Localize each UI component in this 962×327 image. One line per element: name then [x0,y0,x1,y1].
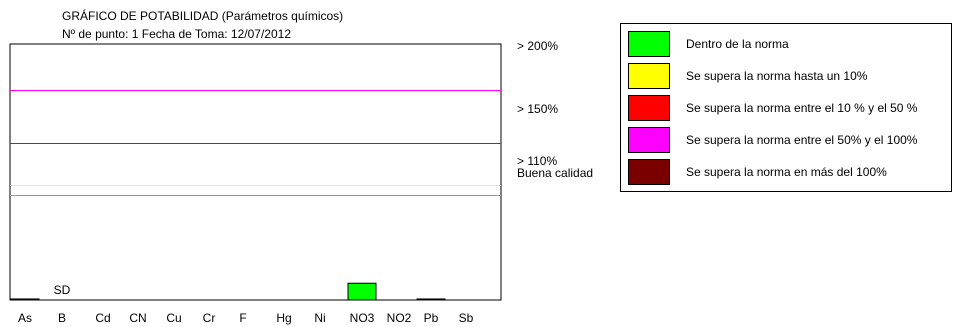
category-label-hg: Hg [276,311,291,325]
reference-label-2: > 110% [517,154,557,168]
bar-no3 [347,282,377,301]
legend-swatch-0 [628,31,670,57]
annotation-b: SD [54,283,71,297]
category-label-ni: Ni [314,311,325,325]
chart-title: GRÁFICO DE POTABILIDAD (Parámetros quími… [62,8,343,23]
chart-subtitle: Nº de punto: 1 Fecha de Toma: 12/07/2012 [62,27,291,41]
category-label-sb: Sb [459,311,474,325]
category-label-b: B [58,311,66,325]
legend-label-2: Se supera la norma entre el 10 % y el 50… [686,101,918,115]
legend-swatch-1 [628,63,670,89]
category-label-cu: Cu [166,311,181,325]
legend-swatch-3 [628,127,670,153]
category-label-cd: Cd [95,311,110,325]
legend-swatch-4 [628,159,670,185]
legend: Dentro de la norma Se supera la norma has… [620,23,952,192]
annotations-group: SD [54,283,71,297]
legend-label-1: Se supera la norma hasta un 10% [686,69,868,83]
legend-item-2: Se supera la norma entre el 10 % y el 50… [628,95,948,121]
category-label-cr: Cr [203,311,216,325]
legend-swatch-2 [628,95,670,121]
category-labels: As B Cd CN Cu Cr F Hg Ni NO3 NO2 Pb Sb [18,311,474,325]
category-label-as: As [18,311,32,325]
bar-pb [416,298,446,301]
category-label-no3: NO3 [350,311,375,325]
legend-label-0: Dentro de la norma [686,37,789,51]
legend-item-4: Se supera la norma en más del 100% [628,159,948,185]
reference-lines: > 200% > 150% > 110%Buena calidad [10,39,593,196]
category-label-cn: CN [129,311,146,325]
legend-label-4: Se supera la norma en más del 100% [686,165,887,179]
legend-item-1: Se supera la norma hasta un 10% [628,63,948,89]
legend-label-3: Se supera la norma entre el 50% y el 100… [686,133,918,147]
category-label-pb: Pb [424,311,439,325]
legend-item-0: Dentro de la norma [628,31,948,57]
category-label-f: F [239,311,246,325]
bars-group [10,282,446,301]
legend-item-3: Se supera la norma entre el 50% y el 100… [628,127,948,153]
reference-label-0: > 200% [517,39,558,53]
bar-as [10,298,40,301]
reference-label-1: > 150% [517,102,558,116]
plot-frame [9,43,502,301]
category-label-no2: NO2 [387,311,412,325]
reference-label-3: Buena calidad [517,166,593,180]
